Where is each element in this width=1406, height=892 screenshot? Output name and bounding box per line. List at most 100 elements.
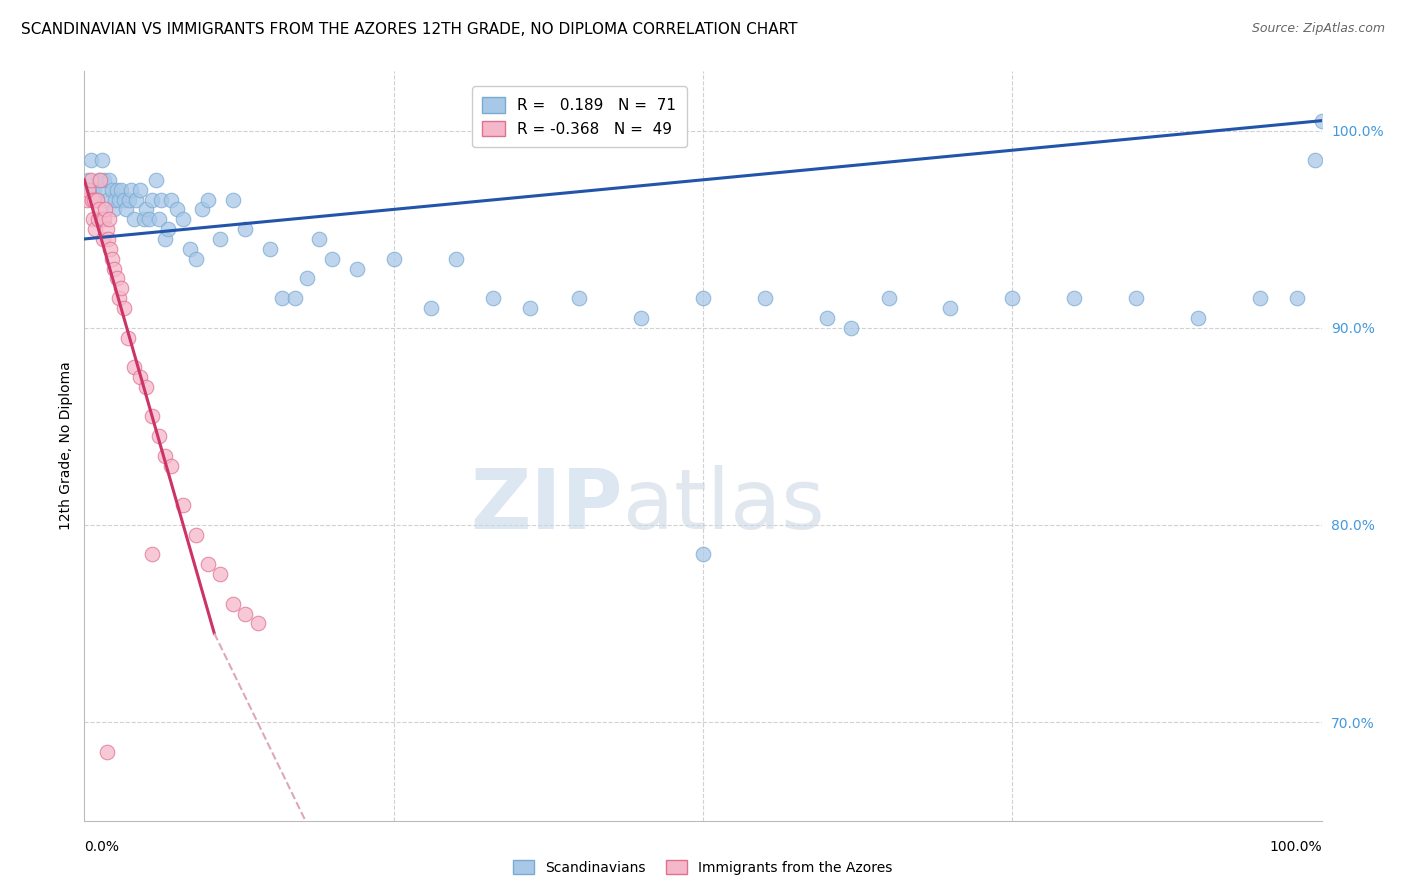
Point — [84, 222, 107, 236]
Point — [141, 409, 163, 424]
Point — [1310, 113, 1333, 128]
Point — [246, 616, 269, 631]
Point — [233, 222, 256, 236]
Point — [93, 173, 115, 187]
Point — [77, 183, 100, 197]
Point — [1125, 291, 1147, 305]
Point — [1187, 310, 1209, 325]
Point — [104, 193, 127, 207]
Point — [96, 222, 118, 236]
Point — [125, 193, 148, 207]
Point — [939, 301, 962, 315]
Point — [89, 202, 111, 217]
Point — [122, 360, 145, 375]
Point — [83, 193, 105, 207]
Point — [233, 607, 256, 621]
Point — [1305, 153, 1327, 167]
Point — [519, 301, 541, 315]
Point — [172, 498, 194, 512]
Point — [295, 271, 318, 285]
Point — [97, 232, 120, 246]
Point — [481, 291, 503, 305]
Point — [89, 173, 111, 187]
Point — [86, 193, 108, 207]
Point — [98, 242, 121, 256]
Point — [1249, 291, 1271, 305]
Point — [160, 193, 183, 207]
Point — [103, 202, 125, 217]
Point — [112, 301, 135, 315]
Point — [135, 380, 157, 394]
Text: 100.0%: 100.0% — [1270, 840, 1322, 855]
Point — [382, 252, 405, 266]
Point — [89, 173, 111, 187]
Point — [91, 183, 114, 197]
Point — [118, 193, 141, 207]
Point — [132, 212, 155, 227]
Point — [96, 193, 118, 207]
Point — [172, 212, 194, 227]
Point — [93, 212, 115, 227]
Point — [153, 232, 176, 246]
Point — [80, 193, 103, 207]
Point — [148, 429, 170, 443]
Point — [112, 193, 135, 207]
Point — [692, 291, 714, 305]
Point — [108, 193, 131, 207]
Point — [184, 252, 207, 266]
Point — [148, 212, 170, 227]
Point — [90, 212, 112, 227]
Point — [103, 261, 125, 276]
Point — [754, 291, 776, 305]
Point — [209, 232, 232, 246]
Point — [98, 173, 121, 187]
Point — [100, 183, 122, 197]
Text: ZIP: ZIP — [470, 466, 623, 547]
Legend: Scandinavians, Immigrants from the Azores: Scandinavians, Immigrants from the Azore… — [508, 855, 898, 880]
Point — [841, 320, 863, 334]
Point — [76, 193, 98, 207]
Point — [141, 548, 163, 562]
Point — [100, 252, 122, 266]
Point — [150, 193, 173, 207]
Point — [284, 291, 307, 305]
Point — [222, 193, 245, 207]
Point — [87, 212, 110, 227]
Point — [346, 261, 368, 276]
Point — [197, 558, 219, 572]
Point — [692, 548, 714, 562]
Point — [166, 202, 188, 217]
Point — [153, 449, 176, 463]
Point — [91, 232, 114, 246]
Point — [419, 301, 441, 315]
Point — [115, 202, 138, 217]
Point — [321, 252, 343, 266]
Point — [308, 232, 330, 246]
Point — [80, 183, 103, 197]
Point — [122, 212, 145, 227]
Point — [145, 173, 167, 187]
Point — [82, 212, 104, 227]
Point — [157, 222, 180, 236]
Text: atlas: atlas — [623, 466, 824, 547]
Point — [110, 281, 132, 295]
Point — [138, 212, 160, 227]
Text: Source: ZipAtlas.com: Source: ZipAtlas.com — [1251, 22, 1385, 36]
Point — [83, 183, 105, 197]
Point — [271, 291, 294, 305]
Point — [141, 193, 163, 207]
Point — [184, 527, 207, 541]
Point — [79, 153, 101, 167]
Point — [197, 193, 219, 207]
Point — [120, 183, 142, 197]
Point — [1063, 291, 1085, 305]
Point — [86, 193, 108, 207]
Point — [630, 310, 652, 325]
Point — [191, 202, 214, 217]
Text: 0.0%: 0.0% — [84, 840, 120, 855]
Legend: R =   0.189   N =  71, R = -0.368   N =  49: R = 0.189 N = 71, R = -0.368 N = 49 — [471, 87, 688, 147]
Point — [259, 242, 281, 256]
Point — [160, 458, 183, 473]
Point — [105, 271, 128, 285]
Point — [222, 597, 245, 611]
